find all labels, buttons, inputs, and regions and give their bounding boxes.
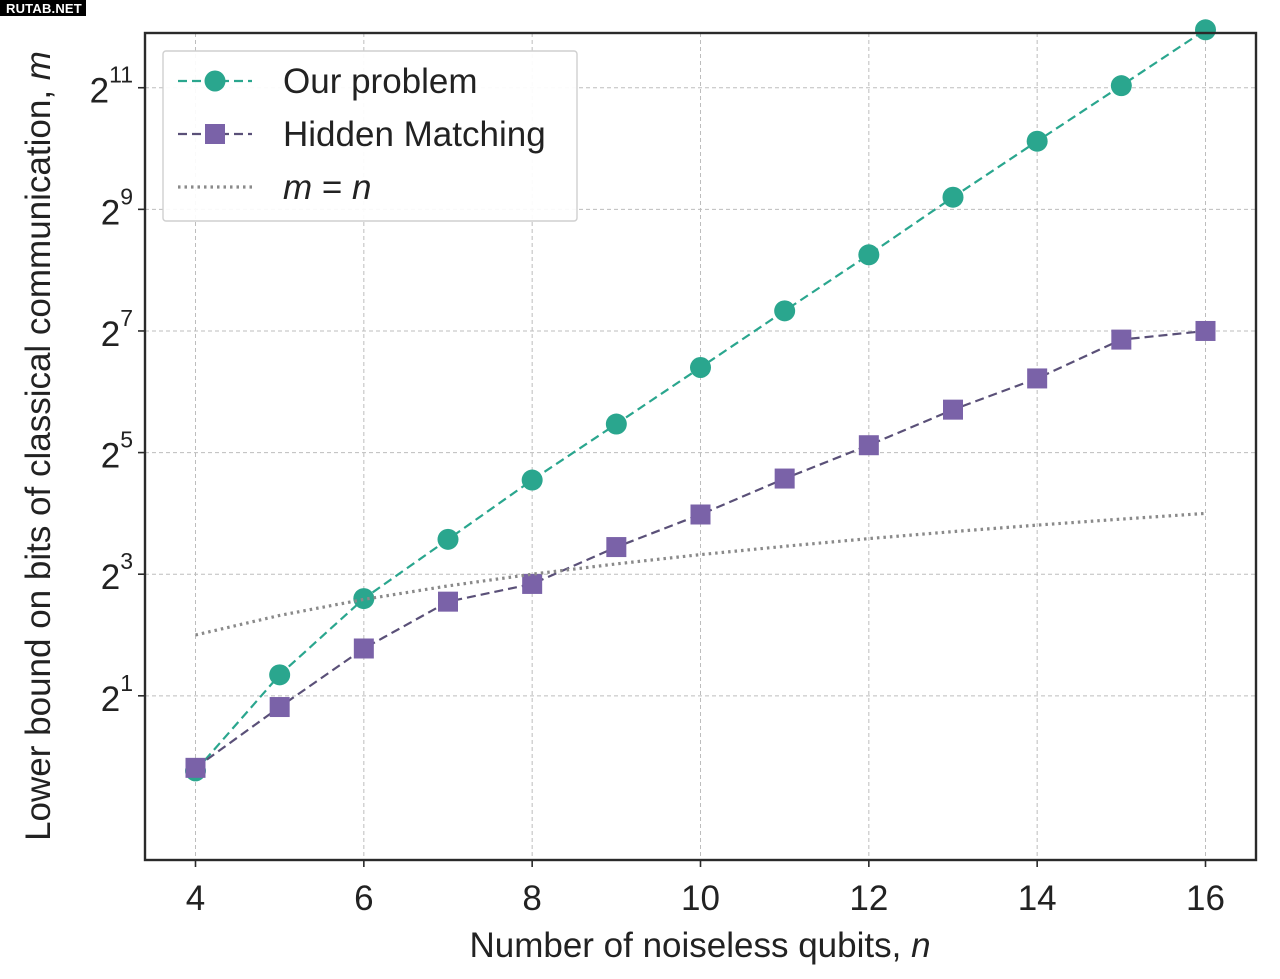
data-point-circle bbox=[605, 413, 627, 435]
legend-label-1: Hidden Matching bbox=[283, 115, 546, 154]
legend-label-0: Our problem bbox=[283, 62, 478, 101]
data-point-circle bbox=[353, 588, 375, 610]
legend-label-2: m = n bbox=[283, 168, 372, 207]
data-point-circle bbox=[1026, 130, 1048, 152]
ticks: 4 6 8 10 12 14 16 21 23 25 27 29 211 bbox=[90, 62, 1225, 918]
data-point-circle bbox=[858, 244, 880, 266]
x-tick-label: 10 bbox=[681, 879, 720, 918]
data-point-square bbox=[858, 435, 879, 456]
data-point-square bbox=[943, 399, 963, 420]
legend-box bbox=[162, 50, 578, 222]
data-point-circle bbox=[521, 469, 543, 491]
series-line-1 bbox=[194, 329, 1206, 769]
grid bbox=[145, 33, 1256, 860]
data-point-circle bbox=[269, 664, 291, 686]
x-tick-label: 4 bbox=[186, 879, 205, 918]
y-tick-label: 29 bbox=[101, 183, 133, 232]
data-point-square bbox=[690, 504, 711, 525]
y-tick-label: 23 bbox=[101, 548, 133, 597]
legend-marker-circle bbox=[204, 70, 226, 92]
y-tick-label: 21 bbox=[101, 670, 133, 719]
legend: Our problem Hidden Matching m = n bbox=[162, 50, 578, 222]
legend-marker-square bbox=[205, 124, 225, 144]
data-point-square bbox=[522, 573, 543, 594]
legend-entries: Our problem Hidden Matching m = n bbox=[178, 62, 546, 207]
watermark: RUTAB.NET bbox=[0, 0, 86, 16]
data-point-square bbox=[353, 638, 374, 659]
data-point-square bbox=[1195, 320, 1216, 341]
x-tick-label: 16 bbox=[1186, 879, 1225, 918]
y-tick-label: 27 bbox=[101, 305, 133, 354]
data-point-square bbox=[269, 697, 290, 718]
data-point-circle bbox=[774, 300, 796, 322]
data-point-circle bbox=[437, 528, 459, 550]
data-point-square bbox=[1111, 329, 1132, 350]
data-point-circle bbox=[1195, 19, 1216, 41]
data-point-circle bbox=[1110, 75, 1132, 97]
x-tick-label: 14 bbox=[1018, 879, 1057, 918]
x-tick-label: 12 bbox=[849, 879, 888, 918]
x-axis-title: Number of noiseless qubits, n bbox=[469, 926, 930, 965]
y-tick-label: 25 bbox=[101, 427, 133, 476]
data-point-square bbox=[185, 757, 206, 778]
x-tick-label: 6 bbox=[354, 879, 373, 918]
y-tick-label: 211 bbox=[90, 62, 133, 111]
data-point-square bbox=[606, 537, 627, 558]
data-point-square bbox=[774, 468, 795, 489]
data-point-square bbox=[438, 591, 458, 612]
data-point-circle bbox=[690, 356, 711, 378]
series-layer bbox=[185, 19, 1216, 782]
y-axis-title: Lower bound on bits of classical communi… bbox=[19, 51, 58, 841]
data-point-square bbox=[1027, 368, 1048, 389]
x-tick-label: 8 bbox=[522, 879, 541, 918]
data-point-circle bbox=[942, 186, 964, 208]
